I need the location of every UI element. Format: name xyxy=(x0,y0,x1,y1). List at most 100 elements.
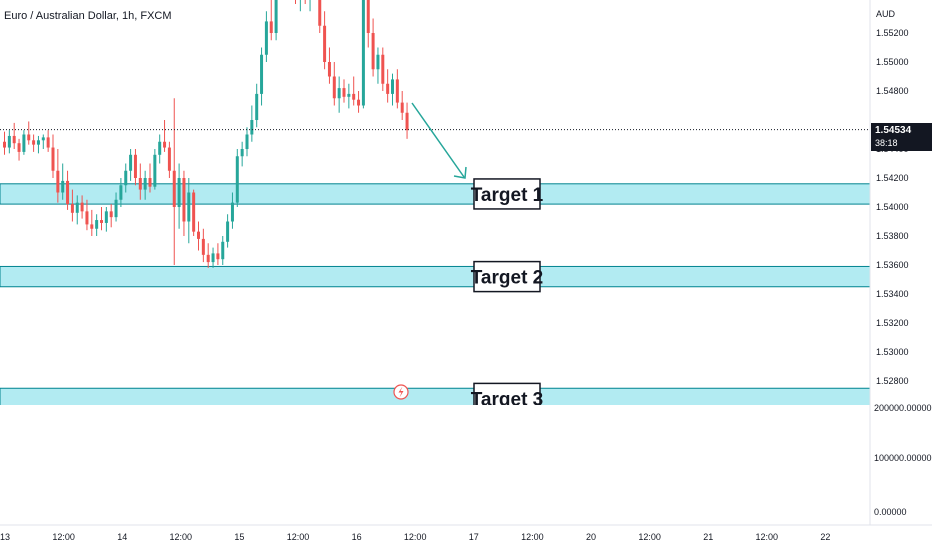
target-zone-1[interactable] xyxy=(0,183,870,205)
candle xyxy=(104,207,108,232)
candle xyxy=(274,0,278,41)
time-tick-label: 12:00 xyxy=(404,532,427,542)
price-tick-label: 1.53200 xyxy=(876,318,909,328)
candle xyxy=(133,149,137,186)
candle xyxy=(46,130,50,152)
candle xyxy=(255,83,259,128)
candle xyxy=(70,189,74,222)
candle xyxy=(361,0,365,109)
candle xyxy=(230,192,234,229)
bar-countdown: 38:18 xyxy=(875,138,898,148)
candle xyxy=(85,199,89,231)
candle xyxy=(153,149,157,190)
candle xyxy=(90,209,94,236)
candle xyxy=(109,204,113,228)
candle xyxy=(318,0,322,33)
time-tick-label: 12:00 xyxy=(638,532,661,542)
candlestick-series xyxy=(3,0,409,268)
time-tick-label: 12:00 xyxy=(52,532,75,542)
price-tick-label: 1.52800 xyxy=(876,376,909,386)
time-axis[interactable]: 13 12:00 14 12:00 15 12:00 16 12:00 17 12:00 20 12:… xyxy=(0,524,932,542)
candle xyxy=(352,76,356,106)
volume-tick-label: 0.00000 xyxy=(874,507,907,517)
time-tick-label: 14 xyxy=(117,532,127,542)
candle xyxy=(177,163,181,229)
target-labels: Target 1 Target 2 Target 3 xyxy=(471,178,544,413)
price-tick-label: 1.54000 xyxy=(876,202,909,212)
candle xyxy=(206,243,210,268)
arrow-shaft xyxy=(411,102,465,178)
target-label-2[interactable]: Target 2 xyxy=(471,260,544,293)
candle xyxy=(216,243,220,265)
candle xyxy=(163,120,167,152)
candle xyxy=(235,149,239,207)
candle xyxy=(182,170,186,236)
target-zone-3[interactable] xyxy=(0,387,870,408)
candle xyxy=(221,236,225,265)
time-tick-label: 12:00 xyxy=(287,532,310,542)
candle xyxy=(119,178,123,207)
candle xyxy=(245,127,249,157)
symbol-title[interactable]: Euro / Australian Dollar, 1h, FXCM xyxy=(4,10,172,22)
time-tick-label: 17 xyxy=(469,532,479,542)
arrow-head xyxy=(453,166,467,179)
target-label-3[interactable]: Target 3 xyxy=(471,382,544,413)
candle xyxy=(56,149,60,203)
candle xyxy=(36,135,40,154)
candle xyxy=(129,149,133,181)
candle xyxy=(260,47,264,106)
candle xyxy=(7,130,11,154)
candle xyxy=(114,192,118,222)
candle xyxy=(366,0,370,48)
candle xyxy=(211,247,215,268)
target-zone-2[interactable] xyxy=(0,265,870,288)
candle xyxy=(337,76,341,113)
volume-tick-label: 100000.00000 xyxy=(874,453,932,463)
time-tick-label: 12:00 xyxy=(756,532,779,542)
last-price-label: 1.54534 38:18 xyxy=(871,123,932,151)
candle xyxy=(381,47,385,91)
candle xyxy=(100,207,103,231)
candle xyxy=(27,121,31,145)
price-tick-label: 1.55000 xyxy=(876,57,909,67)
time-tick-label: 15 xyxy=(234,532,244,542)
candle xyxy=(158,134,162,164)
candle xyxy=(357,91,361,113)
candle xyxy=(201,228,205,263)
price-tick-label: 1.55200 xyxy=(876,28,909,38)
target-label-text: Target 3 xyxy=(471,389,544,410)
candle xyxy=(371,18,375,77)
price-tick-label: 1.53400 xyxy=(876,289,909,299)
candle xyxy=(405,102,409,139)
projection-arrow xyxy=(411,102,467,179)
candle xyxy=(250,105,254,142)
flash-icon[interactable] xyxy=(393,384,409,400)
time-tick-label: 22 xyxy=(820,532,830,542)
price-tick-label: 1.53800 xyxy=(876,231,909,241)
candle xyxy=(3,131,6,155)
candle xyxy=(332,62,336,106)
candle xyxy=(66,170,70,210)
target-label-text: Target 2 xyxy=(471,268,544,289)
candle xyxy=(192,189,196,236)
candle xyxy=(138,163,142,200)
target-label-1[interactable]: Target 1 xyxy=(471,178,544,210)
time-tick-label: 12:00 xyxy=(170,532,193,542)
last-price-value: 1.54534 xyxy=(875,125,912,136)
volume-axis[interactable]: 200000.00000 100000.00000 0.00000 xyxy=(874,403,932,517)
candle xyxy=(226,214,230,248)
candle xyxy=(395,69,399,109)
time-tick-label: 12:00 xyxy=(521,532,544,542)
time-tick-label: 13 xyxy=(0,532,10,542)
candle xyxy=(376,47,380,84)
candle xyxy=(269,0,273,41)
candle xyxy=(61,163,65,200)
candle xyxy=(17,138,21,161)
candle xyxy=(197,221,200,251)
candle xyxy=(327,47,331,84)
time-tick-label: 21 xyxy=(703,532,713,542)
candle xyxy=(400,91,404,120)
candle xyxy=(386,69,390,103)
